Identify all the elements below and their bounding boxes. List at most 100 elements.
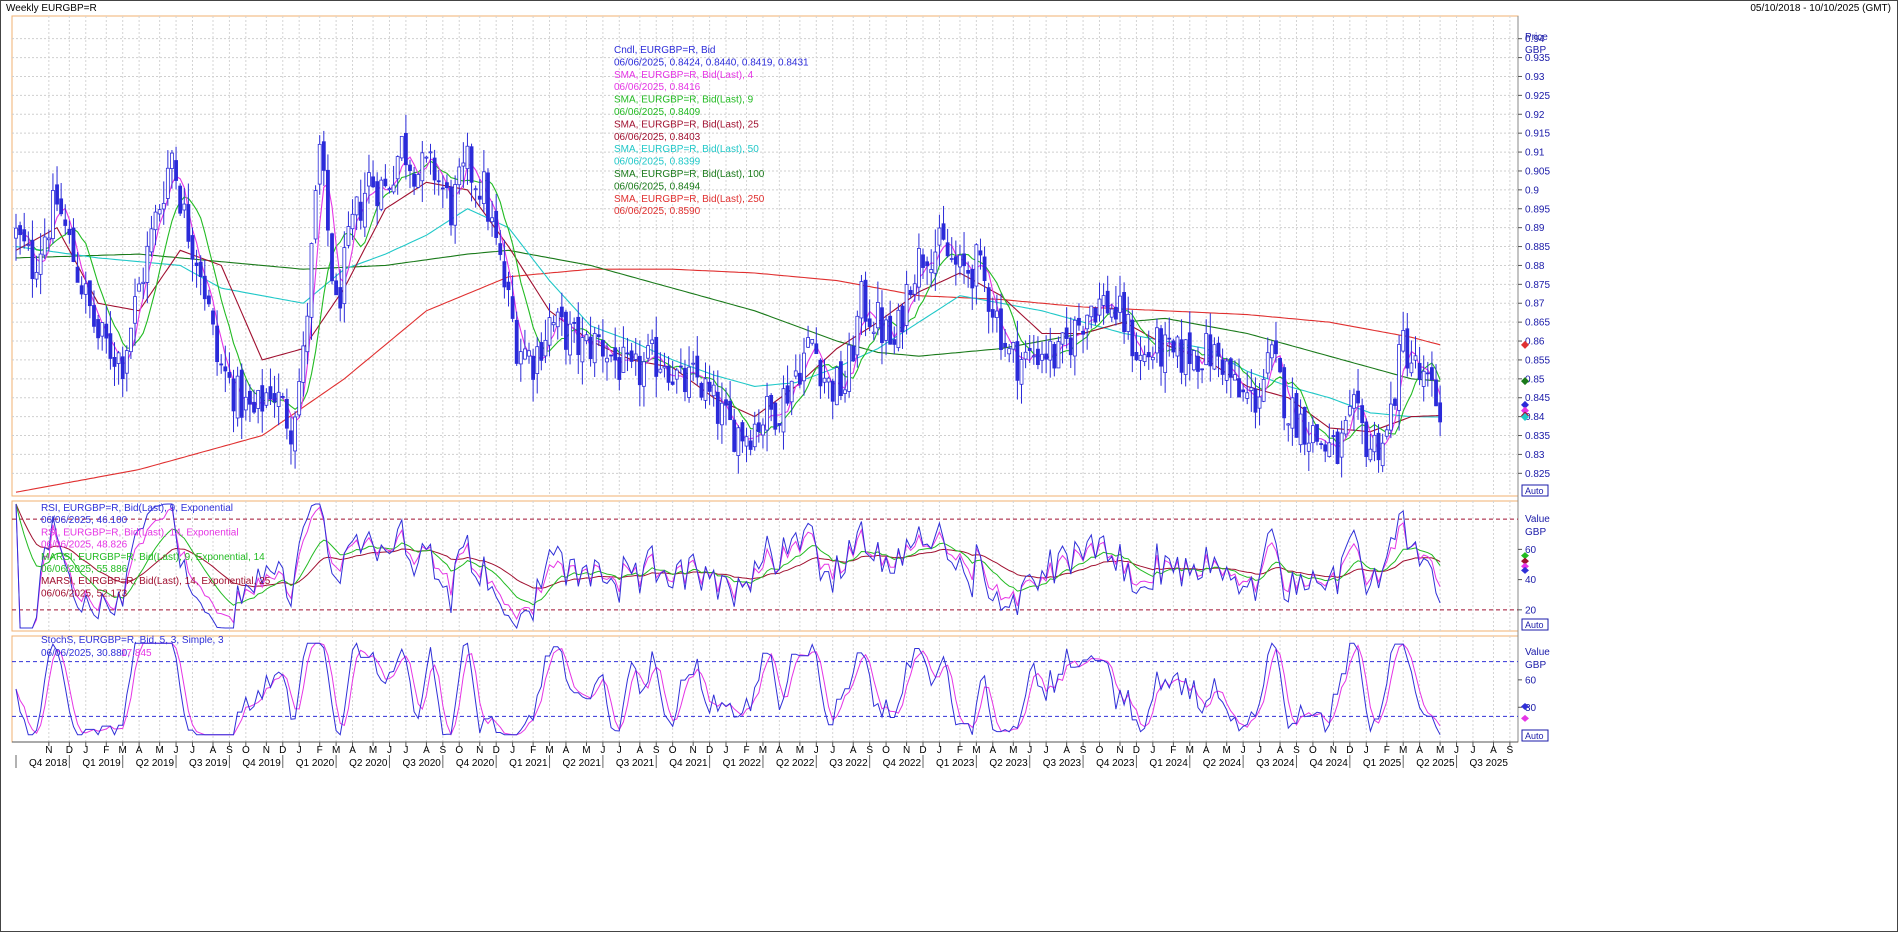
candle-body	[211, 310, 215, 325]
candle-body	[252, 401, 256, 413]
candle-body	[1183, 339, 1188, 375]
candle-body	[321, 141, 326, 171]
candle-body	[161, 202, 166, 210]
candle-body	[1011, 341, 1016, 350]
candle-body	[629, 350, 634, 362]
candle-body	[1007, 348, 1012, 355]
price-legend-value: 06/06/2025, 0.8416	[614, 82, 701, 93]
price-tick-label: 0.9	[1525, 185, 1539, 196]
quarter-label: Q2 2020	[349, 758, 388, 769]
candle-body	[576, 316, 581, 356]
candle-body	[732, 419, 737, 452]
candle-body	[83, 283, 88, 295]
candle-body	[1306, 442, 1311, 452]
month-label: F	[317, 745, 323, 756]
candle-body	[1003, 342, 1007, 348]
candle-body	[51, 190, 55, 240]
candle-body	[1319, 443, 1324, 445]
candle-body	[55, 184, 59, 205]
month-label: O	[882, 745, 890, 756]
candle-body	[958, 254, 962, 268]
candle-body	[982, 256, 987, 282]
candle-body	[674, 369, 679, 380]
candle-body	[449, 186, 453, 226]
month-label: J	[1241, 745, 1246, 756]
candle-body	[424, 156, 429, 159]
candle-body	[658, 368, 663, 373]
candle-body	[1356, 390, 1360, 404]
candle-body	[588, 336, 593, 359]
candle-body	[687, 366, 691, 398]
candle-body	[178, 185, 183, 214]
candle-body	[79, 285, 84, 295]
month-label: J	[1027, 745, 1032, 756]
candle-body	[1114, 306, 1118, 320]
candle-body	[592, 333, 597, 364]
candle-body	[666, 365, 671, 383]
candle-body	[555, 311, 560, 328]
price-legend-value: 06/06/2025, 0.8424, 0.8440, 0.8419, 0.84…	[614, 57, 809, 68]
candle-body	[34, 271, 39, 280]
candle-body	[1163, 334, 1168, 373]
candle-body	[900, 305, 905, 333]
candle-body	[1409, 362, 1414, 374]
candle-body	[18, 225, 23, 236]
candle-body	[227, 372, 232, 378]
quarter-label: Q2 2025	[1416, 758, 1455, 769]
candle-body	[481, 171, 486, 204]
candle-body	[518, 351, 523, 365]
candle-body	[490, 217, 494, 223]
rsi-last-marker	[1521, 552, 1529, 560]
candle-body	[761, 424, 765, 436]
candle-body	[912, 283, 917, 295]
quarter-label: Q3 2020	[402, 758, 441, 769]
quarter-label: Q2 2024	[1203, 758, 1242, 769]
candle-body	[87, 280, 92, 307]
candle-body	[1212, 344, 1217, 370]
month-label: N	[1330, 745, 1337, 756]
rsi-last-marker	[1521, 566, 1529, 574]
candle-body	[342, 247, 347, 305]
candle-body	[1224, 360, 1229, 381]
price-tick-label: 0.855	[1525, 355, 1550, 366]
candle-body	[1393, 398, 1397, 406]
candle-body	[198, 261, 203, 278]
quarter-label: Q2 2023	[989, 758, 1028, 769]
candle-body	[1241, 389, 1246, 393]
month-label: A	[1277, 745, 1284, 756]
stoch-auto-button	[1521, 729, 1549, 742]
quarter-label: Q2 2019	[136, 758, 175, 769]
month-label: J	[600, 745, 605, 756]
candle-body	[116, 352, 121, 364]
candle-body	[744, 436, 749, 447]
month-label: M	[1009, 745, 1017, 756]
month-label: S	[439, 745, 446, 756]
candle-body	[650, 339, 655, 344]
quarter-label: Q4 2021	[669, 758, 708, 769]
rsi-auto-label: Auto	[1525, 620, 1544, 630]
candle-body	[92, 305, 96, 327]
candle-body	[752, 423, 757, 448]
candle-body	[605, 357, 609, 363]
candle-body	[1352, 394, 1356, 409]
month-label: A	[989, 745, 996, 756]
candle-body	[63, 219, 68, 226]
candles-layer	[14, 114, 1443, 478]
candle-body	[1085, 314, 1090, 330]
candle-body	[170, 152, 174, 169]
month-label: M	[972, 745, 980, 756]
candle-body	[1191, 350, 1196, 371]
candle-body	[769, 395, 774, 410]
stoch-axis-unit: GBP	[1525, 660, 1546, 671]
candle-body	[962, 253, 966, 267]
price-tick-label: 0.825	[1525, 469, 1550, 480]
candle-body	[978, 250, 983, 256]
candle-body	[1196, 355, 1200, 372]
month-label: J	[1150, 745, 1155, 756]
candle-body	[383, 178, 388, 187]
month-label: N	[263, 745, 270, 756]
price-tick-label: 0.885	[1525, 242, 1550, 253]
